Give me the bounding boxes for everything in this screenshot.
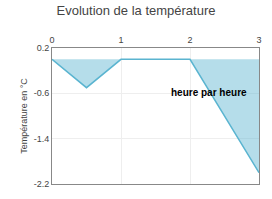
svg-text:-0.6: -0.6 — [34, 88, 50, 98]
svg-text:0: 0 — [49, 35, 54, 45]
svg-text:heure par heure: heure par heure — [171, 87, 247, 98]
svg-text:0.2: 0.2 — [37, 43, 50, 53]
svg-text:Température en °C: Température en °C — [19, 78, 29, 154]
svg-text:-1.4: -1.4 — [34, 134, 50, 144]
svg-text:Evolution de la température: Evolution de la température — [57, 3, 216, 18]
svg-text:2: 2 — [187, 35, 192, 45]
svg-text:1: 1 — [118, 35, 123, 45]
svg-text:3: 3 — [256, 35, 261, 45]
svg-text:-2.2: -2.2 — [34, 179, 50, 189]
